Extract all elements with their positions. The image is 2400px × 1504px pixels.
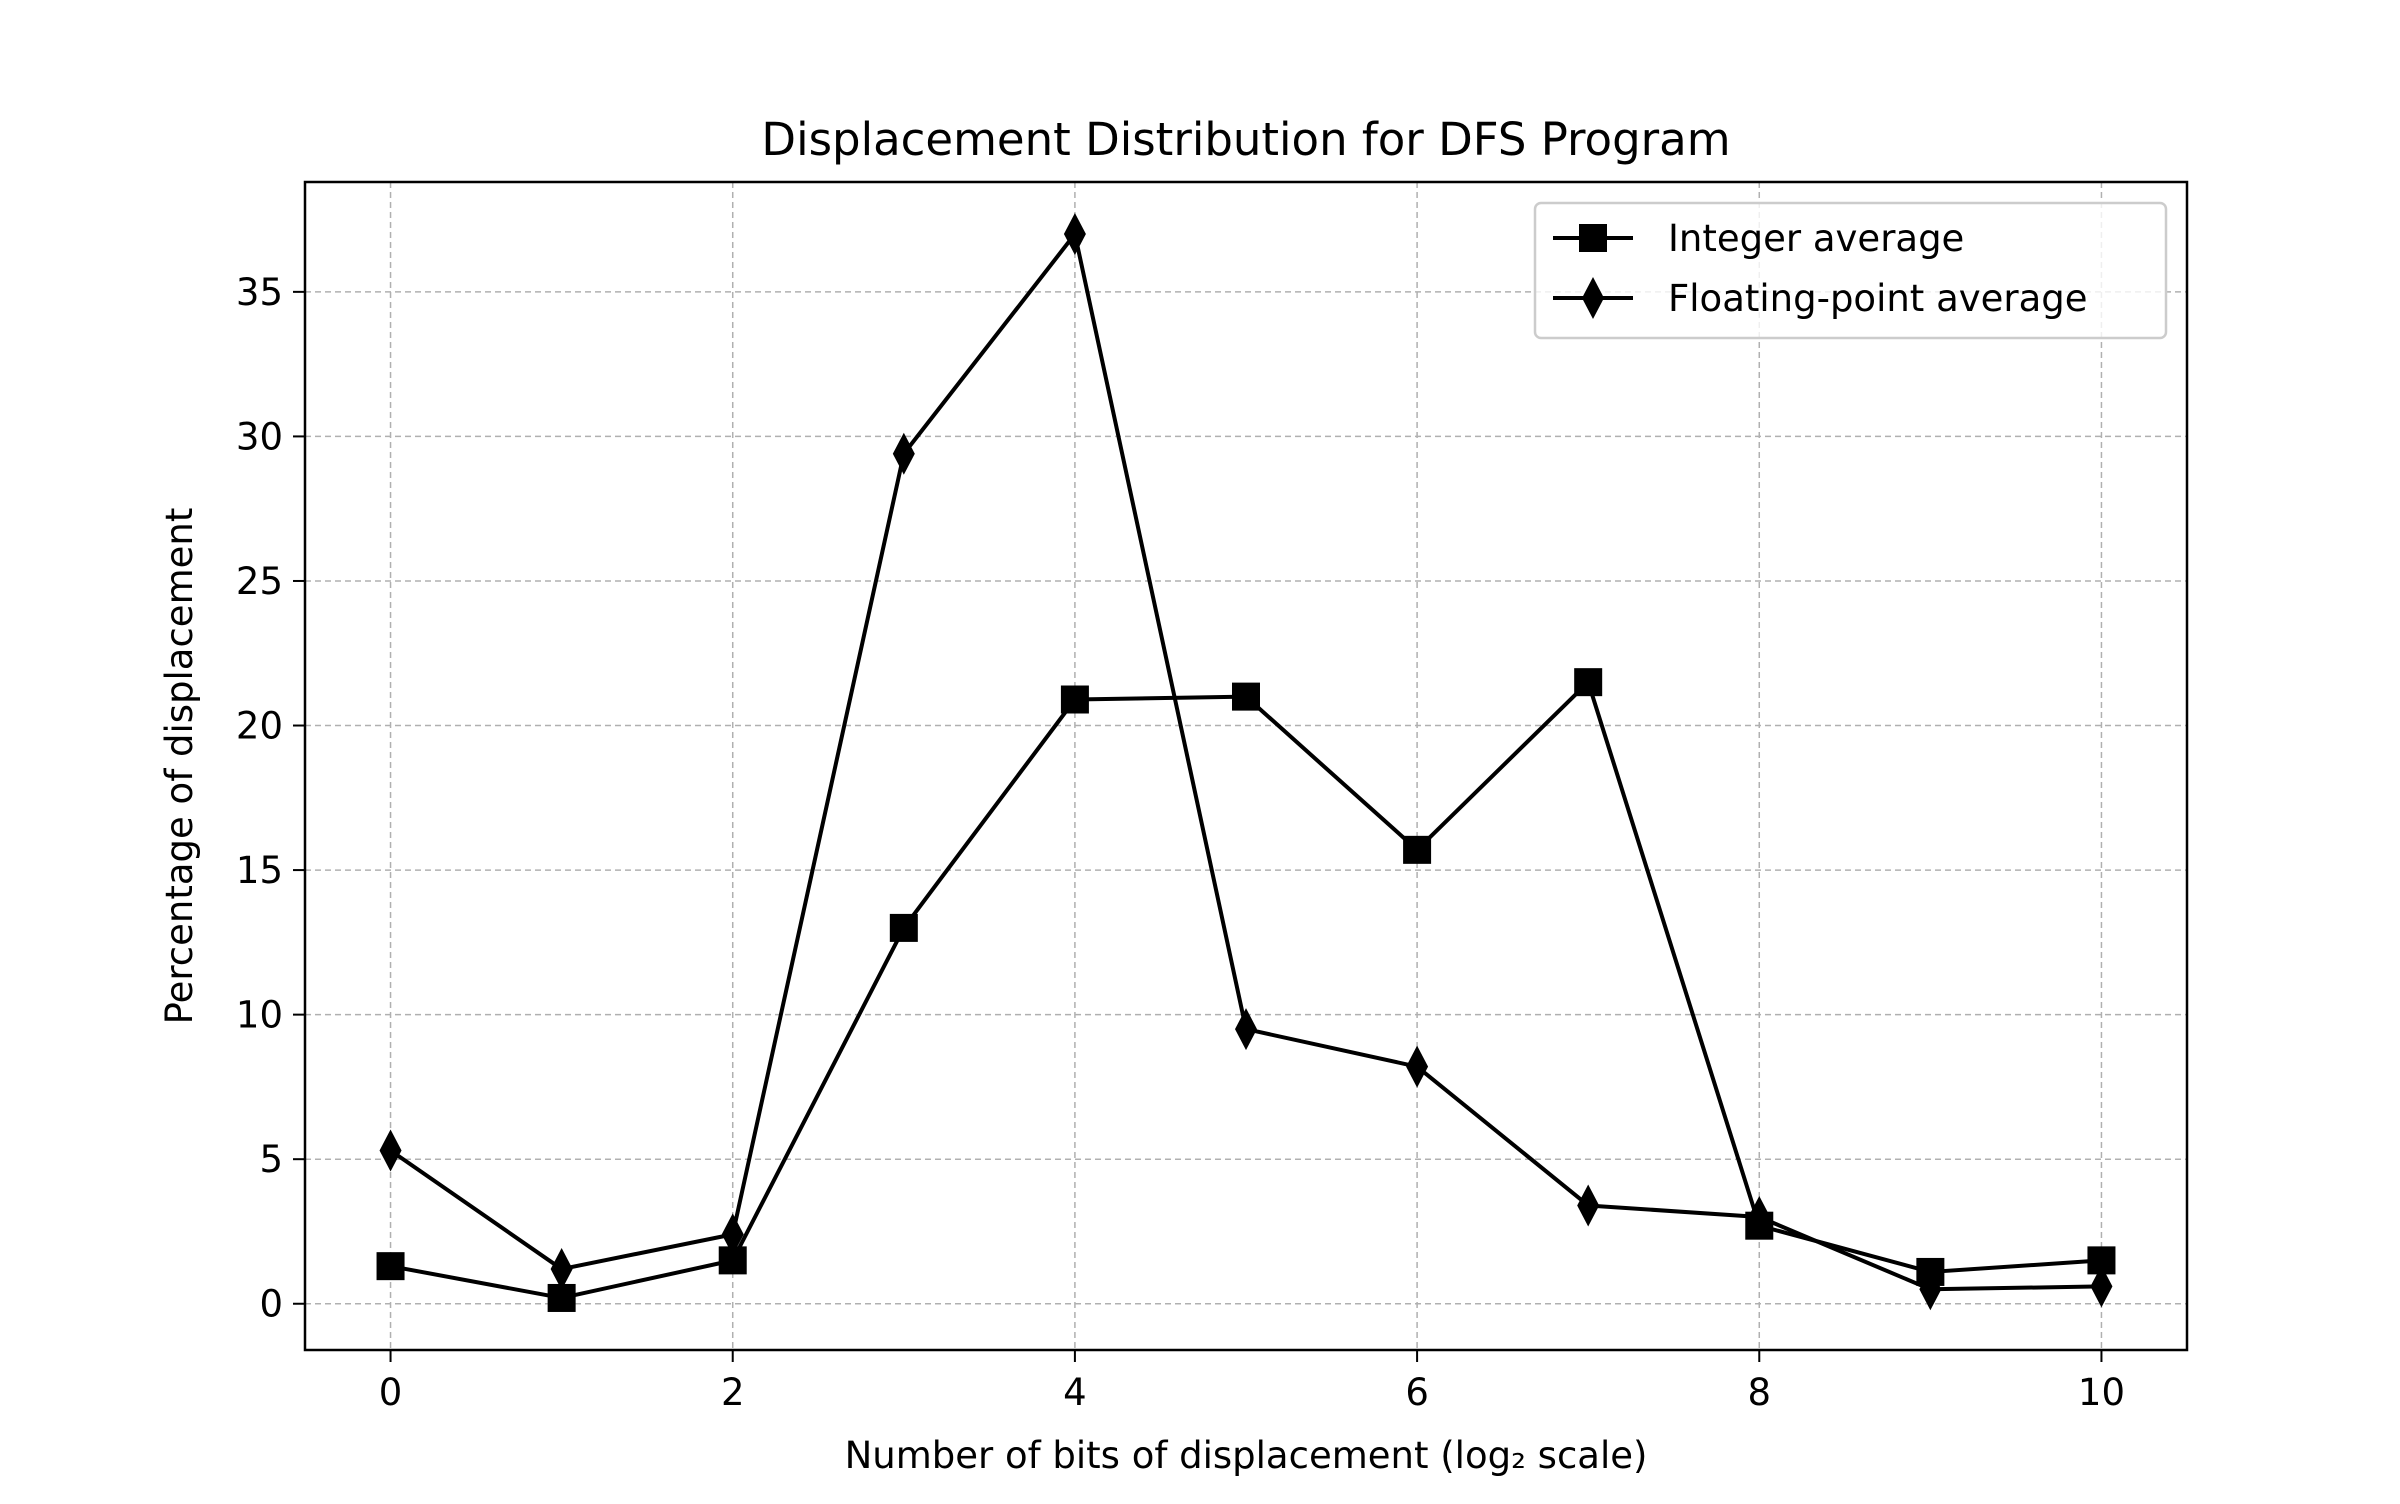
y-tick-label: 20 [236, 705, 283, 748]
legend-label: Floating-point average [1668, 277, 2088, 320]
data-point-floating-point-average [1063, 213, 1086, 256]
data-point-integer-average [1232, 682, 1260, 711]
legend: Integer average Floating-point average [1533, 201, 2168, 340]
grid [305, 182, 2187, 1350]
y-tick-label: 15 [236, 849, 283, 892]
legend-label: Integer average [1668, 217, 1964, 260]
legend-marker [1579, 224, 1607, 252]
x-tick-label: 8 [1747, 1371, 1771, 1414]
x-axis-label: Number of bits of displacement (log₂ sca… [845, 1434, 1648, 1477]
x-tick-label: 6 [1405, 1371, 1429, 1414]
legend-entry-floating-point-average: Floating-point average [1553, 277, 2088, 320]
series-layer [376, 213, 2116, 1312]
data-point-integer-average [376, 1252, 405, 1281]
data-point-floating-point-average [1235, 1008, 1257, 1051]
ticks: 0 2 4 6 8 10 0 5 10 15 20 25 30 35 [236, 271, 2125, 1414]
data-point-floating-point-average [892, 432, 915, 475]
data-point-floating-point-average [1406, 1045, 1429, 1088]
y-tick-label: 5 [259, 1138, 283, 1181]
data-point-floating-point-average [721, 1213, 744, 1256]
data-point-integer-average [1574, 668, 1603, 697]
data-point-floating-point-average [1748, 1196, 1771, 1239]
y-tick-label: 30 [236, 415, 283, 458]
series-floating-point-average [379, 213, 2113, 1311]
series-line-floating-point-average [389, 232, 2102, 1292]
series-line-integer-average [390, 680, 2102, 1300]
data-point-floating-point-average [550, 1248, 573, 1291]
legend-marker [1582, 277, 1604, 319]
x-tick-label: 4 [1063, 1371, 1087, 1414]
legend-box [1533, 201, 2168, 340]
y-axis-label: Percentage of displacement [158, 508, 201, 1025]
data-point-integer-average [889, 913, 918, 942]
data-point-floating-point-average [2090, 1265, 2113, 1308]
x-tick-label: 2 [721, 1371, 745, 1414]
data-point-floating-point-average [1919, 1268, 1942, 1311]
legend-entry-integer-average: Integer average [1553, 217, 1964, 260]
data-point-integer-average [1403, 835, 1432, 864]
data-point-floating-point-average [379, 1129, 402, 1172]
series-integer-average [376, 668, 2116, 1312]
y-tick-label: 0 [259, 1283, 283, 1326]
x-tick-label: 10 [2078, 1371, 2125, 1414]
plot-frame [303, 180, 2189, 1352]
x-tick-label: 0 [379, 1371, 403, 1414]
data-point-integer-average [1060, 685, 1089, 714]
data-point-floating-point-average [1577, 1184, 1600, 1227]
y-tick-label: 35 [236, 271, 283, 314]
y-tick-label: 10 [236, 994, 283, 1037]
chart-title: Displacement Distribution for DFS Progra… [761, 113, 1730, 166]
y-tick-label: 25 [236, 560, 283, 603]
